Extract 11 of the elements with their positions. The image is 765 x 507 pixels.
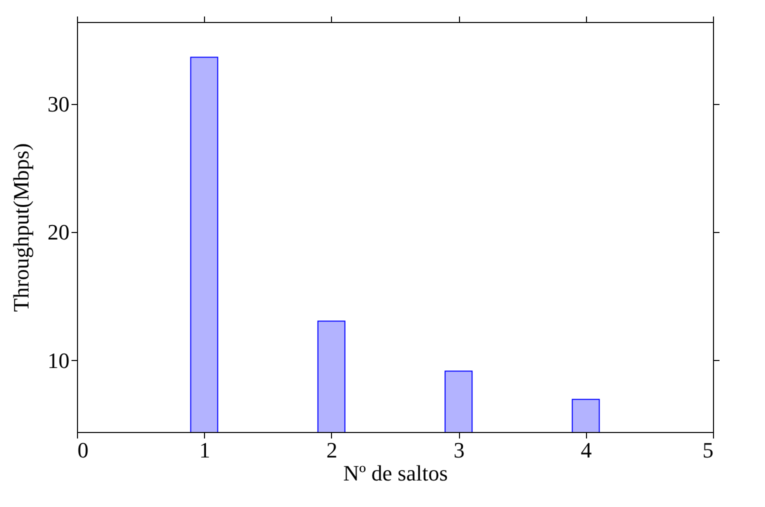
x-tick-label: 3: [454, 438, 465, 462]
y-tick-label: 20: [48, 220, 70, 245]
y-tick-label: 30: [48, 92, 70, 116]
y-axis-title: Throughput(Mbps): [8, 143, 34, 312]
x-tick-label: 5: [702, 438, 714, 462]
x-tick-label: 1: [199, 438, 210, 462]
x-tick-label: 2: [326, 438, 338, 462]
y-tick-label: 10: [48, 348, 70, 373]
x-axis-title: Nº de saltos: [343, 460, 448, 486]
x-tick-label: 0: [78, 438, 88, 462]
x-tick-label: 4: [580, 438, 592, 462]
